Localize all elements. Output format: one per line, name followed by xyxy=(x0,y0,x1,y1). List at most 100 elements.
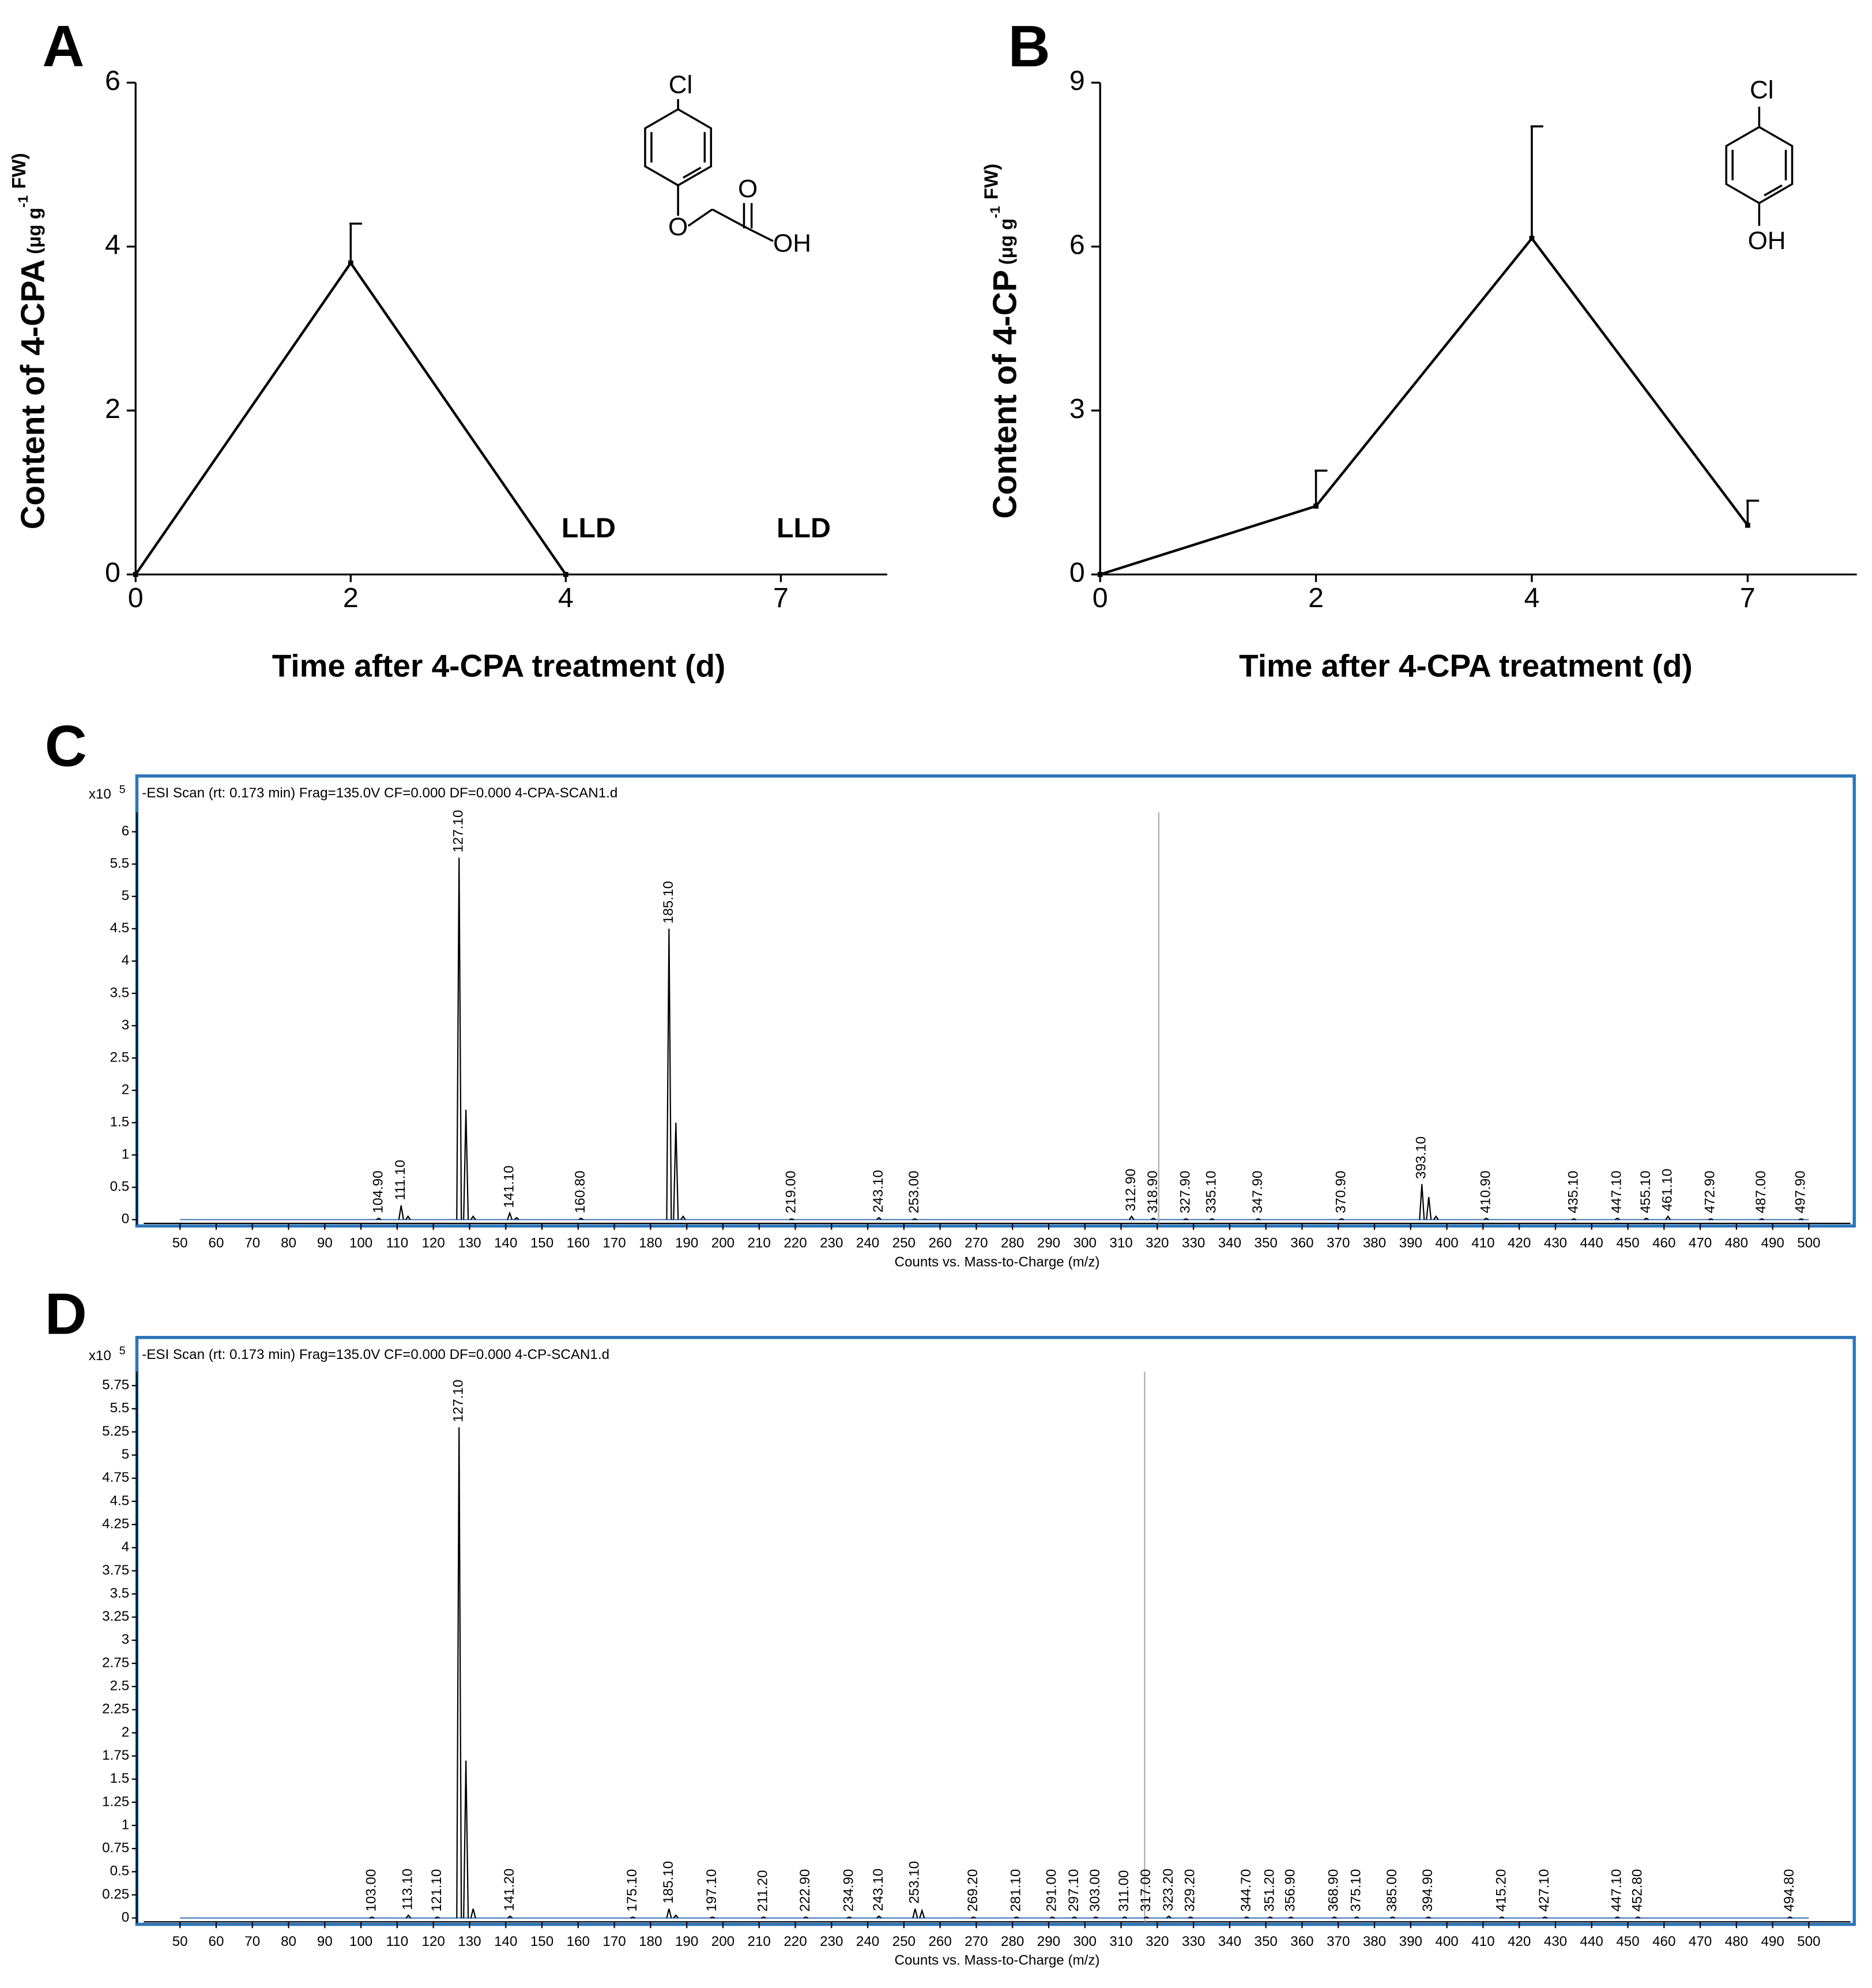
y-title-main: Content of 4-CP xyxy=(987,270,1024,519)
peak xyxy=(507,1211,513,1220)
peak xyxy=(1614,1217,1620,1221)
peak-label: 329.20 xyxy=(1182,1869,1197,1912)
x-tick-label: 460 xyxy=(1652,1235,1675,1251)
x-tick-label: 320 xyxy=(1146,1934,1169,1949)
peak xyxy=(1499,1916,1505,1919)
x-tick-label: 80 xyxy=(281,1235,296,1251)
panel-label: C xyxy=(45,714,87,779)
peak-label: 435.10 xyxy=(1565,1170,1581,1213)
x-tick-label: 0 xyxy=(1093,582,1108,613)
x-axis-title: Counts vs. Mass-to-Charge (m/z) xyxy=(895,1254,1100,1270)
x-tick-label: 250 xyxy=(892,1235,916,1251)
peak-label: 127.10 xyxy=(451,810,466,853)
y-tick-label: 5 xyxy=(122,1447,129,1462)
structure-b xyxy=(1725,107,1794,226)
peak-label: 452.80 xyxy=(1629,1869,1645,1912)
peak-label: 344.70 xyxy=(1238,1869,1254,1912)
peak-label: 494.80 xyxy=(1781,1869,1797,1912)
peak-label: 291.00 xyxy=(1044,1869,1060,1912)
peak-label: 222.90 xyxy=(797,1869,813,1912)
y-multiplier: x10 xyxy=(89,1348,111,1364)
y-tick-label: 4 xyxy=(122,1539,129,1555)
y-tick-label: 5.5 xyxy=(110,1400,130,1416)
peak xyxy=(919,1908,925,1918)
peak xyxy=(1542,1916,1548,1919)
peak xyxy=(1483,1217,1489,1221)
peak xyxy=(971,1916,976,1919)
peak xyxy=(1144,1916,1149,1919)
y-tick-label: 6 xyxy=(105,65,120,96)
y-tick-label: 4.25 xyxy=(102,1516,129,1531)
peak xyxy=(1433,1215,1439,1220)
peak-label: 127.10 xyxy=(451,1380,466,1422)
x-tick-label: 330 xyxy=(1182,1235,1205,1251)
x-tick-label: 200 xyxy=(711,1235,735,1251)
y-tick-label: 3 xyxy=(122,1632,129,1647)
y-tick-label: 0.5 xyxy=(110,1179,130,1195)
x-tick-label: 440 xyxy=(1580,1934,1603,1949)
peak xyxy=(760,1916,766,1919)
peak-label: 447.10 xyxy=(1609,1869,1625,1912)
y-tick-label: 4.75 xyxy=(102,1470,129,1485)
peak xyxy=(1267,1916,1273,1919)
x-tick-label: 380 xyxy=(1363,1235,1386,1251)
y-tick-label: 3 xyxy=(1069,393,1085,424)
double-bond xyxy=(1764,184,1783,197)
peak xyxy=(463,1760,469,1918)
x-tick-label: 260 xyxy=(928,1235,951,1251)
x-tick-label: 410 xyxy=(1471,1235,1494,1251)
y-title-unit: (μg g xyxy=(23,208,44,254)
peak xyxy=(1244,1916,1249,1919)
x-tick-label: 4 xyxy=(1524,582,1540,613)
x-tick-label: 400 xyxy=(1435,1934,1458,1949)
peak xyxy=(1665,1215,1671,1220)
peak xyxy=(1072,1916,1077,1919)
x-axis-title: Time after 4-CPA treatment (d) xyxy=(272,648,726,684)
x-tick-label: 160 xyxy=(567,1235,590,1251)
peak-label: 347.90 xyxy=(1250,1170,1265,1213)
peak-label: 497.90 xyxy=(1793,1170,1809,1213)
x-tick-label: 60 xyxy=(209,1235,224,1251)
x-tick-label: 170 xyxy=(602,1235,626,1251)
peak-label: 455.10 xyxy=(1638,1170,1653,1213)
peak xyxy=(846,1916,852,1919)
x-tick-label: 440 xyxy=(1580,1235,1603,1251)
x-tick-label: 180 xyxy=(639,1235,662,1251)
x-tick-label: 380 xyxy=(1363,1934,1386,1949)
peak-label: 385.00 xyxy=(1384,1869,1400,1912)
peak-label: 185.10 xyxy=(661,881,676,924)
peak-label: 219.00 xyxy=(784,1170,799,1213)
x-tick-label: 500 xyxy=(1797,1934,1820,1949)
peak-label: 351.20 xyxy=(1262,1869,1278,1912)
x-tick-label: 340 xyxy=(1218,1934,1241,1949)
peak xyxy=(710,1916,715,1919)
y-tick-label: 4 xyxy=(122,952,129,968)
x-tick-label: 240 xyxy=(856,1934,879,1949)
y-axis-title: Content of 4-CPA (μg g-1 FW) xyxy=(8,153,52,529)
x-axis-title: Time after 4-CPA treatment (d) xyxy=(1239,648,1693,684)
structure-a xyxy=(644,99,774,242)
x-tick-label: 500 xyxy=(1797,1235,1820,1251)
peak xyxy=(1787,1916,1793,1919)
scan-header: -ESI Scan (rt: 0.173 min) Frag=135.0V CF… xyxy=(142,1347,609,1362)
data-line xyxy=(1099,236,1749,576)
data-point xyxy=(133,571,138,577)
x-tick-label: 130 xyxy=(458,1235,481,1251)
y-tick-label: 0.5 xyxy=(110,1863,130,1879)
y-tick-label: 2.25 xyxy=(102,1701,129,1717)
peak xyxy=(369,1916,375,1919)
x-tick-label: 270 xyxy=(965,1934,988,1949)
x-tick-label: 50 xyxy=(172,1235,188,1251)
peak xyxy=(673,1914,679,1919)
peak xyxy=(1014,1916,1019,1919)
panel-label: A xyxy=(42,14,84,79)
y-tick-label: 1.25 xyxy=(102,1794,129,1809)
y-tick-label: 2.5 xyxy=(110,1049,130,1065)
peak-label: 427.10 xyxy=(1536,1869,1552,1912)
peak-label: 370.90 xyxy=(1333,1170,1349,1213)
peak-label: 234.90 xyxy=(841,1869,856,1912)
data-point xyxy=(563,571,568,577)
x-tick-label: 270 xyxy=(965,1235,988,1251)
